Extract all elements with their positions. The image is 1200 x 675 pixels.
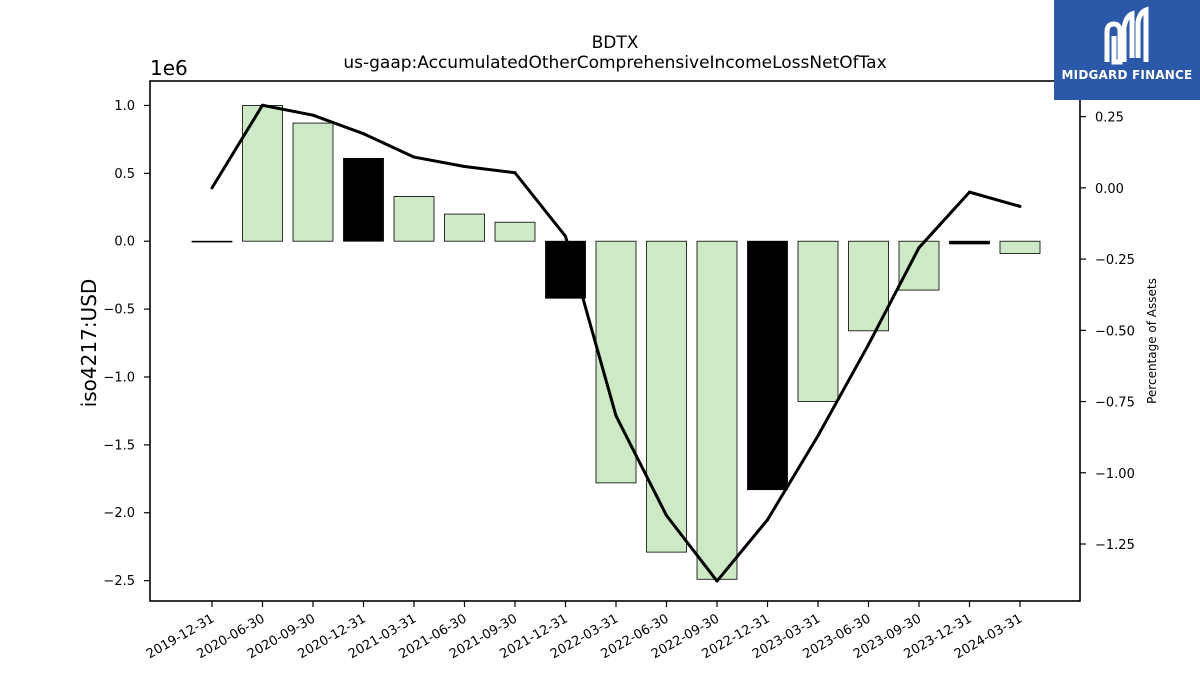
bar-2021-09-30 bbox=[494, 221, 536, 242]
bar-2022-09-30 bbox=[696, 240, 738, 580]
y2-tick-label: −0.75 bbox=[1095, 396, 1135, 411]
line-point-2020-06-30 bbox=[261, 103, 264, 107]
bars bbox=[191, 105, 1041, 580]
line-point-2022-12-31 bbox=[766, 518, 769, 522]
line-point-2020-12-31 bbox=[362, 132, 365, 136]
y2-tick-label: −1.00 bbox=[1095, 467, 1135, 482]
logo: MIDGARD FINANCE bbox=[1054, 0, 1200, 100]
y-tick-label: −1.5 bbox=[103, 438, 135, 453]
bar-2024-03-31 bbox=[999, 240, 1041, 254]
y-axis-label: iso4217:USD bbox=[77, 279, 101, 408]
y-tick-label: −2.0 bbox=[103, 506, 135, 521]
bar-2020-12-31 bbox=[343, 157, 384, 242]
line-point-2023-03-31 bbox=[816, 434, 820, 438]
line-point-2024-03-31 bbox=[1018, 204, 1022, 208]
y-tick-label: −2.5 bbox=[103, 574, 135, 589]
bar-2021-06-30 bbox=[444, 213, 485, 242]
line-point-2022-06-30 bbox=[665, 514, 668, 518]
chart-title: BDTX bbox=[592, 33, 639, 53]
line-point-2019-12-31 bbox=[210, 186, 214, 190]
y-tick-label: −0.5 bbox=[103, 303, 135, 318]
bar-2023-12-31 bbox=[949, 240, 990, 245]
line-point-2021-12-31 bbox=[564, 234, 567, 238]
percentage-line bbox=[210, 103, 1022, 583]
bar-2021-03-31 bbox=[393, 196, 435, 242]
bar-2022-12-31 bbox=[747, 240, 788, 491]
y2-tick-label: −1.25 bbox=[1095, 538, 1135, 553]
line-point-2023-06-30 bbox=[867, 343, 870, 347]
y2-tick-label: −0.25 bbox=[1095, 253, 1135, 268]
line-point-2020-09-30 bbox=[311, 113, 315, 117]
plot-frame bbox=[149, 80, 1081, 602]
bar-2020-09-30 bbox=[292, 122, 334, 242]
y-tick-label: 1.0 bbox=[114, 99, 135, 114]
y-offset-text: 1e6 bbox=[150, 56, 188, 80]
logo-text: MIDGARD FINANCE bbox=[1061, 68, 1193, 82]
line-point-2022-09-30 bbox=[715, 579, 719, 583]
y2-axis-label: Percentage of Assets bbox=[1145, 278, 1159, 404]
logo-mark-icon bbox=[1104, 6, 1149, 65]
y2-tick-label: 0.00 bbox=[1095, 182, 1124, 197]
y-tick-label: 0.0 bbox=[114, 235, 135, 250]
line-point-2021-03-31 bbox=[412, 155, 416, 159]
chart-subtitle: us-gaap:AccumulatedOtherComprehensiveInc… bbox=[343, 53, 886, 73]
y2-tick-label: −0.50 bbox=[1095, 324, 1135, 339]
line-point-2021-06-30 bbox=[463, 164, 466, 168]
y-tick-label: −1.0 bbox=[103, 370, 135, 385]
bar-2023-09-30 bbox=[898, 240, 940, 291]
line-point-2021-09-30 bbox=[513, 171, 517, 175]
line-point-2023-09-30 bbox=[917, 246, 921, 250]
line-point-2023-12-31 bbox=[968, 190, 971, 194]
y-tick-label: 0.5 bbox=[114, 167, 135, 182]
bar-2019-12-31 bbox=[191, 240, 233, 243]
bar-2022-06-30 bbox=[646, 240, 687, 553]
line-point-2022-03-31 bbox=[614, 414, 618, 418]
bar-2023-03-31 bbox=[797, 240, 839, 402]
y2-tick-label: 0.25 bbox=[1095, 111, 1124, 126]
